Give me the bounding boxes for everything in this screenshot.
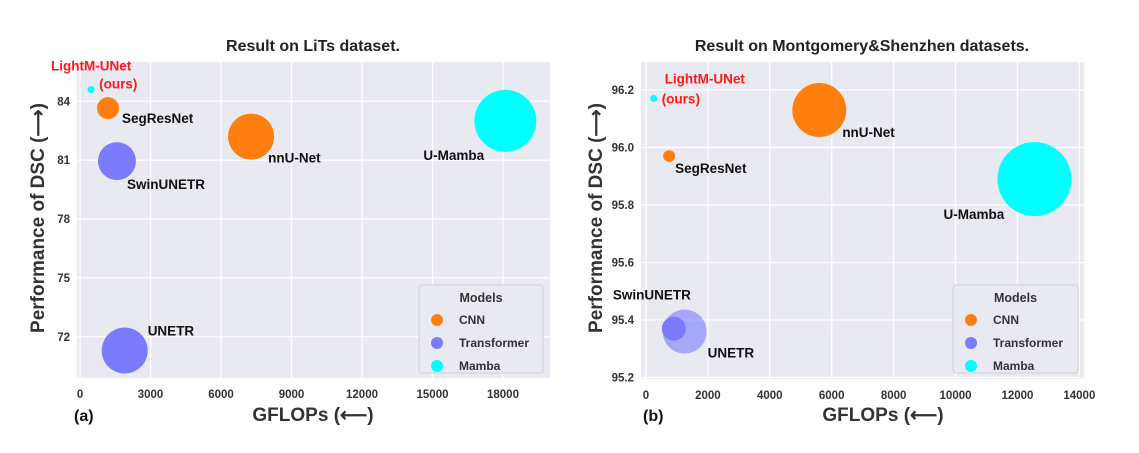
legend-label-transformer: Transformer: [459, 336, 529, 350]
x-tick-label: 3000: [138, 389, 164, 401]
bubbles: [87, 85, 537, 374]
y-tick-label: 95.2: [612, 373, 634, 385]
y-tick-label: 95.4: [612, 315, 635, 327]
legend-label-cnn: CNN: [993, 313, 1019, 327]
x-tick-label: 10000: [940, 390, 972, 402]
y-tick-label: 95.8: [612, 200, 635, 212]
x-tick-label: 0: [77, 389, 83, 401]
y-tick-label: 78: [57, 214, 70, 226]
bubble-u-mamba: [997, 142, 1072, 217]
point-label-lightm-unet: LightM-UNet: [665, 72, 746, 87]
point-label-nnu-net: nnU-Net: [268, 151, 321, 166]
x-tick-label: 6000: [208, 389, 234, 401]
bubble-lightm-unet: [87, 85, 95, 93]
point-label-u-mamba: U-Mamba: [943, 207, 1004, 222]
point-label-unetr: UNETR: [708, 346, 755, 361]
legend-marker-transformer: [965, 337, 977, 349]
bubble-lightm-unet: [650, 95, 658, 103]
y-tick-label: 72: [57, 332, 70, 344]
legend-marker-mamba: [431, 360, 443, 372]
grid-lines: [77, 62, 550, 378]
x-axis-label: GFLOPs (⟵): [252, 405, 373, 426]
legend-marker-transformer: [431, 337, 443, 349]
point-label-swinunetr: SwinUNETR: [127, 177, 205, 192]
chart-title: Result on LiTs dataset.: [226, 38, 400, 55]
bubble-nnu-net: [792, 83, 847, 138]
legend-marker-cnn: [965, 314, 977, 326]
legend-label-transformer: Transformer: [993, 336, 1063, 350]
x-axis-label: GFLOPs (⟵): [822, 405, 943, 426]
point-label-u-mamba: U-Mamba: [423, 148, 484, 163]
x-tick-label: 8000: [881, 390, 907, 402]
point-label-swinunetr: SwinUNETR: [613, 288, 691, 303]
bubble-nnu-net: [228, 113, 275, 160]
legend: Models CNN Transformer Mamba: [952, 284, 1079, 374]
bubble-unetr: [101, 327, 148, 374]
legend-label-mamba: Mamba: [993, 359, 1035, 373]
chart-title: Result on Montgomery&Shenzhen datasets.: [695, 38, 1029, 55]
legend-marker-mamba: [965, 360, 977, 372]
panel-label: (a): [74, 408, 94, 425]
chart-panel-b: 95.2 95.4 95.6 95.8 96.0 96.2 0 2000 4000 6000 80…: [586, 38, 1095, 426]
bubble-segresnet: [97, 97, 120, 120]
y-axis-label: Performance of DSC (⟶): [28, 103, 49, 333]
x-tick-label: 6000: [819, 390, 845, 402]
y-tick-label: 96.0: [612, 142, 634, 154]
bubble-u-mamba: [474, 89, 537, 152]
legend-title: Models: [994, 291, 1037, 305]
y-axis-label: Performance of DSC (⟶): [586, 103, 607, 333]
x-tick-label: 0: [643, 390, 649, 402]
legend-title: Models: [459, 291, 502, 305]
y-tick-label: 75: [57, 273, 70, 285]
bubbles: [650, 83, 1072, 354]
y-tick-labels: 95.2 95.4 95.6 95.8 96.0 96.2: [612, 85, 635, 385]
point-label-lightm-unet-sub: (ours): [99, 76, 137, 91]
point-labels: LightM-UNet (ours) SegResNet SwinUNETR nnU-N…: [51, 58, 485, 338]
x-tick-label: 14000: [1063, 390, 1095, 402]
x-tick-labels: 0 2000 4000 6000 8000 10000 12000 14000: [643, 390, 1096, 402]
x-tick-label: 15000: [417, 389, 449, 401]
point-label-nnu-net: nnU-Net: [842, 125, 895, 140]
x-tick-labels: 0 3000 6000 9000 12000 15000 18000: [77, 389, 519, 401]
legend: Models CNN Transformer Mamba: [418, 284, 544, 374]
legend-box: [418, 284, 544, 374]
bubble-swinunetr: [97, 142, 136, 181]
x-tick-label: 4000: [757, 390, 783, 402]
x-tick-label: 12000: [1001, 390, 1033, 402]
x-tick-label: 18000: [487, 389, 519, 401]
y-tick-label: 81: [57, 155, 70, 167]
point-label-segresnet: SegResNet: [675, 161, 747, 176]
point-labels: LightM-UNet (ours) nnU-Net SegResNet U-Mamba…: [613, 72, 1005, 361]
bubble-segresnet: [663, 150, 676, 163]
point-label-segresnet: SegResNet: [122, 111, 194, 126]
y-tick-label: 96.2: [612, 85, 634, 97]
legend-box: [952, 284, 1079, 374]
x-tick-label: 12000: [346, 389, 378, 401]
point-label-lightm-unet: LightM-UNet: [51, 58, 132, 73]
x-tick-label: 2000: [695, 390, 721, 402]
y-tick-labels: 72 75 78 81 84: [57, 96, 70, 344]
point-label-unetr: UNETR: [148, 324, 195, 339]
point-label-lightm-unet-sub: (ours): [662, 92, 700, 107]
panel-label: (b): [643, 408, 663, 425]
y-tick-label: 95.6: [612, 257, 634, 269]
y-tick-label: 84: [57, 96, 70, 108]
bubble-swinunetr: [661, 316, 686, 341]
legend-label-cnn: CNN: [459, 313, 485, 327]
x-tick-label: 9000: [279, 389, 305, 401]
legend-marker-cnn: [431, 314, 443, 326]
legend-label-mamba: Mamba: [459, 359, 501, 373]
